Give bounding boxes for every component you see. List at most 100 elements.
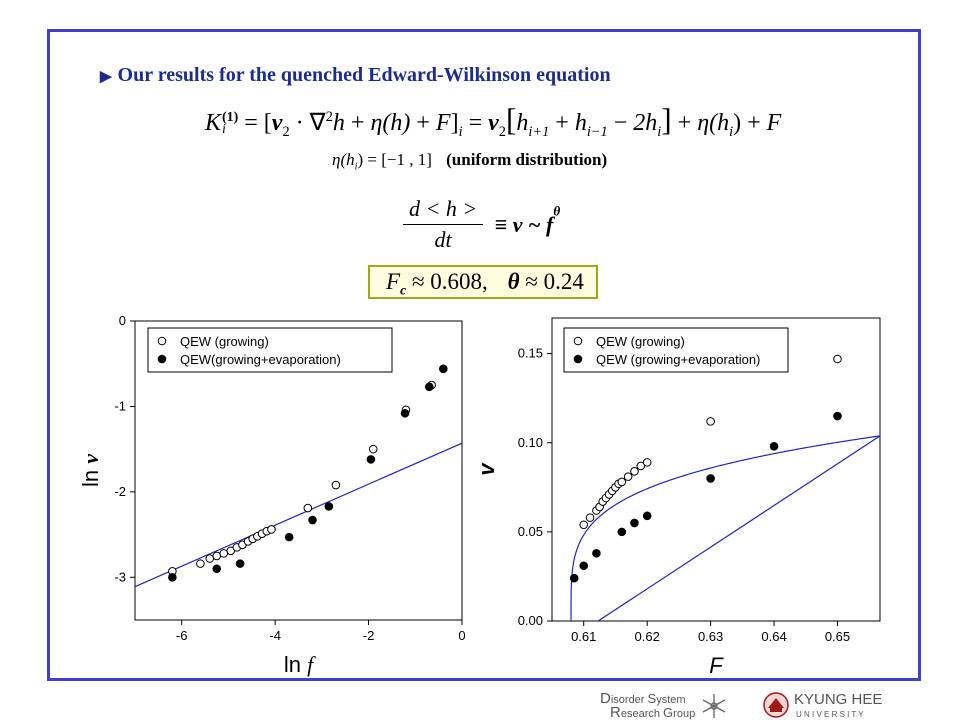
y-tick-label: -1 <box>114 398 126 413</box>
heading-text: Our results for the quenched Edward-Wilk… <box>117 64 611 86</box>
eq1-F-2: F <box>766 110 782 136</box>
eq1-nu: ν <box>271 110 283 136</box>
disorder-system-research-group-wordmark: Disorder System Research Group <box>600 690 695 720</box>
legend-marker <box>157 354 167 364</box>
eq1-nabla: ∇ <box>309 110 326 136</box>
eq1-plus-4: + <box>677 110 692 136</box>
eq2-eta: η <box>332 150 341 169</box>
data-point-growing <box>219 549 229 558</box>
data-point-evaporation <box>400 408 410 418</box>
eq2-arg: (h <box>340 150 355 169</box>
y-axis-label: ln v <box>78 454 103 487</box>
eq1-minus: − <box>613 110 628 136</box>
x-tick-label: -4 <box>269 628 281 643</box>
eq1-h: h <box>332 110 345 136</box>
data-point-growing <box>205 554 215 563</box>
university-seal-icon <box>763 692 789 718</box>
eq3-numerator: d < h > <box>403 196 484 225</box>
data-point-growing <box>617 477 627 487</box>
plot-area-frame <box>551 317 881 622</box>
data-point-evaporation <box>284 532 294 542</box>
chart-v-vs-F: 0.61 0.62 0.63 0.64 0.65 0.00 0.05 0.10 0.15 QEW … <box>474 317 881 678</box>
eq3-denominator: dt <box>434 227 452 252</box>
right-triangle-bullet-icon: ▶ <box>100 69 112 85</box>
y-axis-label-fn: ln <box>78 464 103 487</box>
y-tick-label: 0 <box>119 313 126 328</box>
eq1-bracket-close: ] <box>450 110 459 136</box>
legend-label: QEW (growing+evaporation) <box>596 352 760 367</box>
result-Fc-symbol: F <box>386 269 401 294</box>
data-point-evaporation <box>366 455 376 464</box>
eq1-nu-sub-2: 2 <box>498 123 506 140</box>
eq1-eta-hi-sub: i <box>729 123 734 140</box>
data-point-growing <box>636 461 646 471</box>
result-theta-symbol: θ <box>507 269 520 294</box>
data-point-growing <box>630 466 639 476</box>
data-point-evaporation <box>642 511 652 521</box>
x-axis-label-fn: ln <box>284 652 307 677</box>
data-point-evaporation <box>308 515 317 525</box>
institution-logo: Disorder System Research Group KYUNG HEE… <box>600 690 882 720</box>
kyung-hee-wordmark: KYUNG HEE U N I V E R S I T Y <box>794 691 882 719</box>
eq1-h-ip1: h <box>516 110 529 136</box>
x-tick-label: 0.65 <box>825 629 850 644</box>
svg-text:U N I V E R S I T Y: U N I V E R S I T Y <box>796 710 864 719</box>
x-tick-label: 0.63 <box>698 629 723 644</box>
eq1-bracket-sub: i <box>458 123 463 140</box>
svg-text:KYUNG HEE: KYUNG HEE <box>794 691 882 708</box>
data-point-evaporation <box>439 364 448 374</box>
eq3-fraction: d < h > dt <box>403 196 484 253</box>
x-tick-label: 0.61 <box>571 629 596 644</box>
eq1-2h: 2h <box>633 110 658 136</box>
eq1-equals: = <box>244 110 258 136</box>
eq1-eta-h: η(h) <box>370 110 411 136</box>
eq1-big-bracket-open: [ <box>505 102 517 137</box>
data-point-growing <box>706 417 715 426</box>
data-point-evaporation <box>617 527 627 537</box>
eq1-h-im1: h <box>574 110 587 136</box>
data-point-growing <box>196 559 205 568</box>
y-axis-label: v <box>474 462 499 476</box>
equation-noise-distribution: η(hi) = [−1 , 1] (uniform distribution) <box>332 150 607 172</box>
eq1-symbol-K: K <box>205 110 222 136</box>
slide-frame <box>47 29 921 681</box>
data-point-growing <box>623 472 633 481</box>
legend-box <box>147 327 393 373</box>
legend-label: QEW (growing) <box>180 334 269 349</box>
eq1-bracket-open: [ <box>263 110 272 136</box>
legend-label: QEW (growing) <box>596 334 685 349</box>
data-point-growing <box>368 444 378 454</box>
eq2-interval: ) = [−1 , 1] <box>357 150 432 169</box>
data-point-growing <box>642 458 652 467</box>
eq1-F: F <box>435 110 451 136</box>
eq1-equals-2: = <box>468 110 483 136</box>
data-point-growing <box>303 503 313 513</box>
eq1-h-ip1-sub: i+1 <box>528 123 550 140</box>
data-point-growing <box>579 520 589 530</box>
equation-velocity-scaling: d < h > dt ≡ v ~ fθ <box>403 196 560 253</box>
snowflake-icon <box>702 694 726 718</box>
eq1-h-im1-sub: i−1 <box>586 123 608 140</box>
y-tick-label: 0.10 <box>518 435 543 450</box>
data-point-evaporation <box>706 474 715 483</box>
eq1-dot: · <box>295 110 304 136</box>
svg-text:Disorder System: Disorder System <box>600 690 686 707</box>
chart-ln-v-vs-ln-f: -6 -4 -2 0 0 -1 -2 -3 QEW (growing) QEW(growing+e… <box>78 313 466 677</box>
eq1-close-paren: ) <box>733 110 742 136</box>
x-axis-label: F <box>709 653 724 678</box>
legend-marker <box>157 336 167 346</box>
data-point-evaporation <box>235 559 245 568</box>
plot-area-frame <box>134 320 463 621</box>
data-point-growing <box>212 551 222 561</box>
legend-marker <box>573 354 583 364</box>
y-tick-label: 0.05 <box>518 524 543 539</box>
data-point-growing <box>267 525 276 534</box>
data-point-evaporation <box>769 442 779 451</box>
equation-kinetic-rate: K (1) i = [ν2 · ∇2h + η(h) + F]i = ν2[hi+1… <box>205 104 782 141</box>
y-axis-label-var: v <box>78 454 103 464</box>
y-tick-label: -2 <box>114 484 126 499</box>
fit-line-group <box>135 442 462 588</box>
y-tick-label: 0.00 <box>518 613 543 628</box>
legend-marker <box>573 336 583 346</box>
data-point-growing <box>833 354 842 364</box>
